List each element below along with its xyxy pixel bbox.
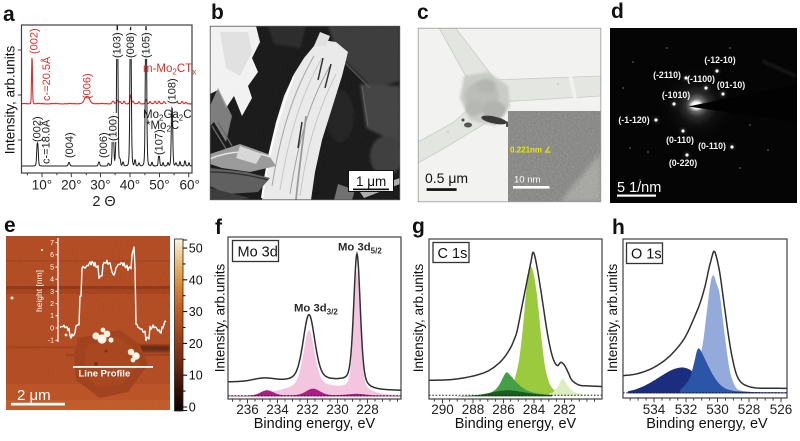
svg-text:288: 288: [462, 402, 485, 417]
svg-text:(108): (108): [167, 78, 179, 104]
svg-text:2 Θ: 2 Θ: [92, 194, 115, 210]
svg-text:50: 50: [189, 242, 203, 256]
svg-text:c-=18.0Å: c-=18.0Å: [40, 119, 53, 164]
svg-text:20: 20: [189, 337, 203, 351]
svg-text:5: 5: [50, 264, 54, 271]
svg-text:0.221nm ∠: 0.221nm ∠: [510, 146, 551, 155]
svg-text:290: 290: [431, 402, 454, 417]
svg-text:60°: 60°: [179, 178, 199, 193]
svg-text:286: 286: [492, 402, 515, 417]
svg-text:236: 236: [236, 402, 259, 417]
svg-text:20°: 20°: [61, 178, 81, 193]
svg-text:(105): (105): [141, 32, 153, 58]
svg-text:-1: -1: [48, 338, 54, 345]
svg-text:a: a: [3, 3, 15, 26]
svg-text:b: b: [211, 1, 224, 24]
svg-text:(01-10): (01-10): [717, 80, 745, 90]
svg-text:Binding energy, eV: Binding energy, eV: [254, 416, 376, 432]
svg-text:(-1100): (-1100): [687, 74, 715, 84]
svg-text:Intensity, arb.units: Intensity, arb.units: [3, 45, 18, 154]
svg-text:10: 10: [189, 369, 203, 383]
svg-text:(0-110): (0-110): [698, 141, 726, 151]
svg-text:232: 232: [296, 402, 319, 417]
svg-text:(103): (103): [112, 32, 124, 58]
svg-text:O 1s: O 1s: [631, 247, 662, 263]
svg-text:(002): (002): [32, 116, 44, 142]
svg-text:Mo 3d: Mo 3d: [238, 245, 278, 261]
svg-text:530: 530: [706, 402, 729, 417]
svg-text:(107): (107): [154, 129, 166, 155]
svg-text:f: f: [215, 216, 223, 239]
svg-text:3: 3: [50, 289, 54, 296]
svg-text:d: d: [611, 0, 624, 23]
svg-text:(-1-120): (-1-120): [618, 115, 649, 125]
svg-text:*Mo2C: *Mo2C: [146, 120, 179, 134]
svg-text:C 1s: C 1s: [438, 246, 468, 262]
svg-text:228: 228: [356, 402, 379, 417]
svg-text:(100): (100): [108, 115, 120, 141]
svg-text:Intensity, arb.units: Intensity, arb.units: [213, 263, 228, 372]
svg-text:532: 532: [675, 402, 698, 417]
svg-text:230: 230: [326, 402, 349, 417]
svg-text:40: 40: [189, 273, 203, 287]
svg-text:10°: 10°: [32, 178, 52, 193]
svg-text:height [nm]: height [nm]: [34, 270, 44, 312]
svg-text:0.5 μm: 0.5 μm: [425, 170, 468, 186]
svg-text:h: h: [612, 216, 625, 239]
svg-text:40°: 40°: [120, 178, 140, 193]
svg-text:(0-220): (0-220): [669, 158, 697, 168]
svg-text:Binding energy, eV: Binding energy, eV: [646, 416, 768, 432]
svg-text:284: 284: [523, 402, 546, 417]
svg-text:0: 0: [189, 401, 196, 415]
svg-text:50°: 50°: [149, 178, 169, 193]
svg-text:(-2110): (-2110): [653, 70, 681, 80]
svg-text:4: 4: [50, 277, 54, 284]
svg-text:(004): (004): [64, 132, 76, 158]
svg-text:(006): (006): [82, 73, 94, 99]
svg-text:1: 1: [50, 313, 54, 320]
svg-text:534: 534: [643, 402, 666, 417]
svg-text:1 μm: 1 μm: [356, 174, 386, 189]
svg-text:282: 282: [553, 402, 576, 417]
svg-text:30°: 30°: [90, 178, 110, 193]
svg-text:(0-110): (0-110): [666, 135, 694, 145]
svg-text:(002): (002): [29, 28, 41, 54]
svg-text:g: g: [412, 215, 425, 238]
svg-text:6: 6: [50, 252, 54, 259]
svg-text:Binding energy, eV: Binding energy, eV: [455, 416, 577, 432]
svg-text:(-12-10): (-12-10): [704, 55, 735, 65]
svg-text:Intensity, arb.units: Intensity, arb.units: [411, 263, 426, 372]
svg-text:c-=20.5Å: c-=20.5Å: [40, 56, 53, 101]
svg-text:526: 526: [770, 402, 793, 417]
svg-text:30: 30: [189, 305, 203, 319]
svg-text:Line Profile: Line Profile: [79, 369, 131, 380]
svg-text:(-1010): (-1010): [662, 90, 690, 100]
svg-text:7: 7: [50, 240, 54, 247]
svg-text:c: c: [417, 1, 429, 24]
svg-text:5 1/nm: 5 1/nm: [617, 180, 661, 196]
svg-text:(008): (008): [125, 32, 137, 58]
svg-text:10 nm: 10 nm: [514, 175, 540, 186]
svg-text:2 μm: 2 μm: [17, 387, 51, 404]
svg-text:Intensity, arb.units: Intensity, arb.units: [605, 263, 620, 372]
svg-text:m-Mo2CTx: m-Mo2CTx: [143, 63, 196, 77]
svg-text:234: 234: [266, 402, 289, 417]
svg-text:2: 2: [50, 301, 54, 308]
svg-text:0: 0: [50, 325, 54, 332]
svg-text:e: e: [4, 214, 16, 237]
svg-text:(006): (006): [98, 132, 110, 158]
svg-text:528: 528: [738, 402, 761, 417]
